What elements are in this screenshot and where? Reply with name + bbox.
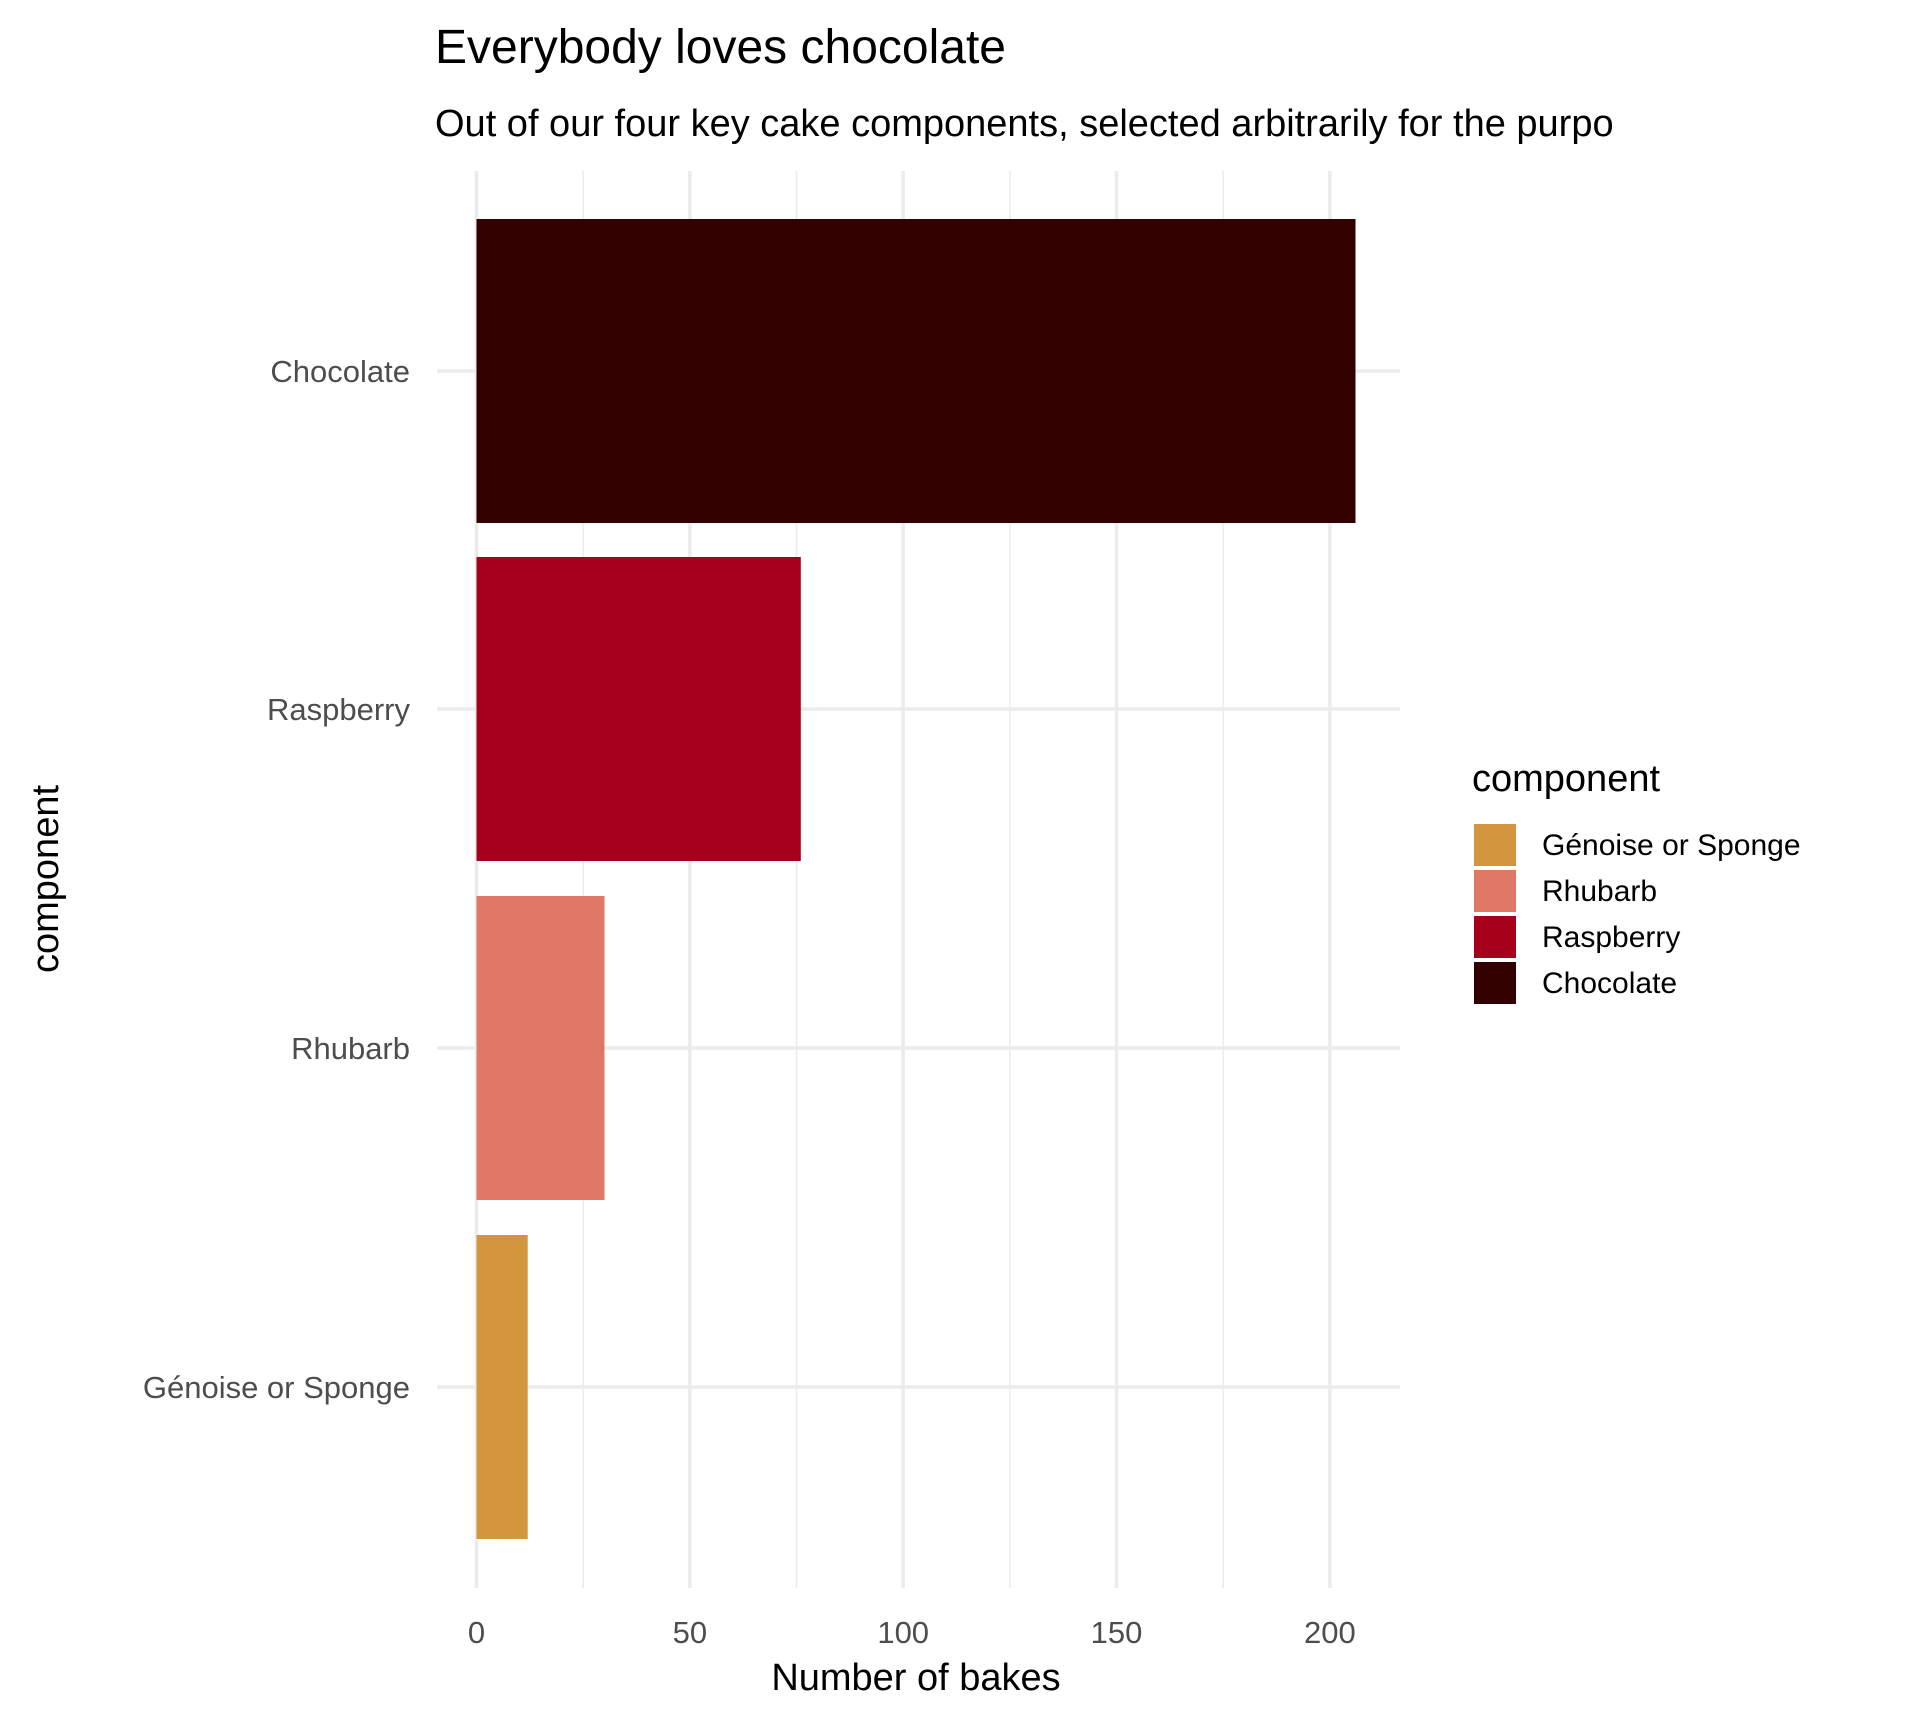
y-tick-label: Rhubarb (291, 1031, 410, 1066)
x-axis-title: Number of bakes (771, 1657, 1060, 1699)
x-tick-label: 100 (877, 1615, 929, 1650)
legend-label: Rhubarb (1542, 875, 1657, 908)
chart-title: Everybody loves chocolate (435, 21, 1006, 74)
bar-3 (476, 219, 1356, 523)
x-tick-label: 150 (1091, 1615, 1143, 1650)
y-tick-label: Chocolate (270, 354, 410, 389)
y-tick-labels: Génoise or Sponge Rhubarb Raspberry Chocola… (143, 354, 411, 1405)
legend-key (1472, 914, 1518, 960)
legend-label: Génoise or Sponge (1542, 829, 1801, 862)
x-tick-label: 0 (468, 1615, 485, 1650)
legend-title: component (1472, 758, 1660, 800)
bar-1 (476, 896, 605, 1200)
bar-0 (476, 1235, 528, 1539)
y-tick-label: Raspberry (267, 692, 410, 727)
legend-label: Raspberry (1542, 921, 1680, 954)
legend-label: Chocolate (1542, 967, 1677, 1000)
y-tick-label: Génoise or Sponge (143, 1370, 410, 1405)
bar-2 (476, 557, 801, 861)
legend: component Génoise or Sponge Rhubarb Raspbe… (1472, 758, 1801, 1006)
legend-key (1472, 960, 1518, 1006)
y-axis-title: component (25, 785, 67, 973)
legend-key (1472, 822, 1518, 868)
x-tick-label: 200 (1304, 1615, 1356, 1650)
legend-key (1472, 868, 1518, 914)
bars (476, 219, 1356, 1539)
x-tick-labels: 0 50 100 150 200 (468, 1615, 1356, 1650)
x-tick-label: 50 (673, 1615, 707, 1650)
chart-subtitle: Out of our four key cake components, sel… (435, 103, 1614, 145)
